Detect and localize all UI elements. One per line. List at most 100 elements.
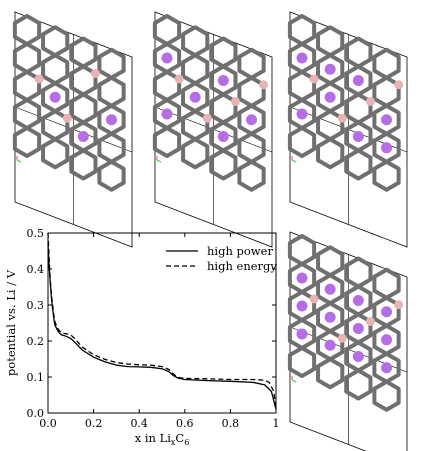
carbon-ring xyxy=(237,47,266,80)
boron-atom xyxy=(394,80,404,90)
boron-atom xyxy=(337,333,347,343)
carbon-ring xyxy=(97,159,126,192)
x-tick-label: 1 xyxy=(273,417,280,430)
lithium-atom xyxy=(352,131,364,142)
bond-network xyxy=(12,14,126,192)
lithium-atom xyxy=(324,63,336,75)
y-tick-label: 0.2 xyxy=(27,335,45,348)
lithium-atom xyxy=(352,323,364,334)
legend-label-high-power: high power xyxy=(207,244,273,258)
carbon-ring xyxy=(287,126,317,158)
carbon-ring xyxy=(344,368,373,401)
lithium-atom xyxy=(324,339,336,351)
y-tick-label: 0.1 xyxy=(27,371,45,384)
potential-chart: 0.0 0.2 0.4 0.6 0.8 1 0.0 0.1 0.2 0.3 0.4 0.5 high … xyxy=(4,227,280,447)
bond-network xyxy=(287,14,401,192)
carbon-ring xyxy=(316,357,345,390)
lithium-atom xyxy=(381,362,393,374)
carbon-ring xyxy=(372,379,401,412)
x-axis-label-sub-6: 6 xyxy=(184,438,189,447)
carbon-ring xyxy=(41,53,70,86)
structure-1 xyxy=(12,11,133,248)
lithium-atom xyxy=(106,114,118,126)
lithium-atom xyxy=(324,283,336,295)
carbon-ring xyxy=(287,346,317,378)
y-tick-label: 0.3 xyxy=(27,299,45,312)
carbon-ring xyxy=(12,70,42,102)
carbon-ring xyxy=(181,109,210,142)
lithium-atom xyxy=(296,328,308,340)
lithium-atom xyxy=(324,91,336,103)
carbon-ring xyxy=(69,148,98,181)
carbon-ring xyxy=(12,126,42,158)
carbon-ring xyxy=(287,14,317,46)
bond-network xyxy=(287,234,401,412)
x-tick-label: 0.4 xyxy=(130,417,148,430)
carbon-ring xyxy=(152,126,182,158)
x-tick-label: 0.8 xyxy=(222,417,240,430)
structure-3 xyxy=(287,11,408,248)
carbon-ring xyxy=(181,53,210,86)
carbon-ring xyxy=(344,36,373,69)
carbon-ring xyxy=(69,92,98,125)
boron-atom xyxy=(309,294,319,304)
carbon-ring xyxy=(152,14,182,46)
structure-2 xyxy=(152,11,273,248)
carbon-ring xyxy=(152,70,182,102)
carbon-ring xyxy=(344,256,373,289)
legend-label-high-energy: high energy xyxy=(207,259,277,273)
lithium-atom xyxy=(381,306,393,318)
plot-frame xyxy=(47,232,277,414)
x-axis-label-sub-x: x xyxy=(171,438,176,447)
y-tick-label: 0.4 xyxy=(27,263,45,276)
boron-atom xyxy=(174,74,184,84)
carbon-ring xyxy=(372,159,401,192)
carbon-ring xyxy=(316,25,345,58)
lithium-atom xyxy=(296,52,308,64)
legend: high power high energy xyxy=(166,244,277,273)
axis-marker-green xyxy=(156,159,162,163)
carbon-ring xyxy=(97,47,126,80)
lithium-atom xyxy=(161,52,173,64)
series-layer xyxy=(47,232,277,410)
lithium-atom xyxy=(296,272,308,284)
carbon-ring xyxy=(209,36,238,69)
carbon-ring xyxy=(181,137,210,170)
y-tick-label: 0.0 xyxy=(27,407,45,420)
carbon-ring xyxy=(12,42,42,74)
carbon-ring xyxy=(344,148,373,181)
carbon-ring xyxy=(316,137,345,170)
series-line-high-power xyxy=(47,243,277,410)
carbon-ring xyxy=(237,159,266,192)
carbon-ring xyxy=(372,47,401,80)
y-tick-label: 0.5 xyxy=(27,227,45,240)
boron-atom xyxy=(230,97,240,106)
lithium-atom xyxy=(217,131,229,142)
carbon-ring xyxy=(209,148,238,181)
boron-atom xyxy=(259,80,269,90)
lithium-atom xyxy=(352,351,364,362)
boron-atom xyxy=(365,317,375,326)
boron-atom xyxy=(34,74,44,84)
carbon-ring xyxy=(41,109,70,142)
carbon-ring xyxy=(344,92,373,125)
axis-ticks: 0.0 0.2 0.4 0.6 0.8 1 0.0 0.1 0.2 0.3 0.4 0.5 xyxy=(27,227,280,430)
carbon-ring xyxy=(41,137,70,170)
carbon-ring xyxy=(237,75,266,108)
lithium-atom xyxy=(49,91,61,103)
x-axis-label-c: C xyxy=(175,431,184,445)
lithium-atom xyxy=(77,131,89,142)
carbon-ring xyxy=(372,267,401,300)
boron-atom xyxy=(202,113,212,123)
lithium-atom xyxy=(161,108,173,120)
x-tick-label: 0.0 xyxy=(39,417,57,430)
carbon-ring xyxy=(181,25,210,58)
carbon-ring xyxy=(209,92,238,125)
boron-atom xyxy=(337,113,347,123)
axis-marker-green xyxy=(291,379,297,383)
axis-marker-green xyxy=(16,159,22,163)
series-line-high-energy xyxy=(47,232,277,408)
structure-4 xyxy=(287,231,408,451)
x-tick-label: 0.6 xyxy=(176,417,194,430)
boron-atom xyxy=(365,97,375,106)
